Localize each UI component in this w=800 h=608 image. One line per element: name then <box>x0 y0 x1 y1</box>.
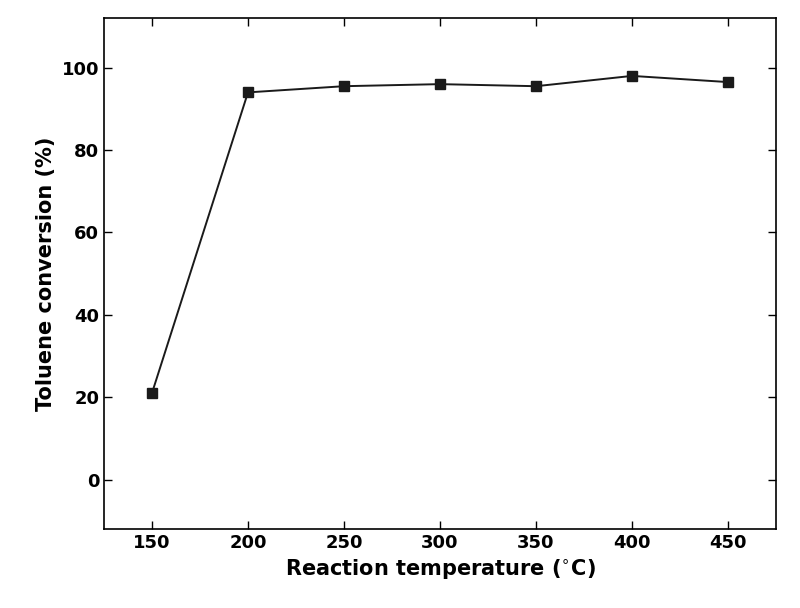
Y-axis label: Toluene conversion (%): Toluene conversion (%) <box>36 136 56 411</box>
X-axis label: Reaction temperature ($^{\circ}$C): Reaction temperature ($^{\circ}$C) <box>285 558 595 581</box>
